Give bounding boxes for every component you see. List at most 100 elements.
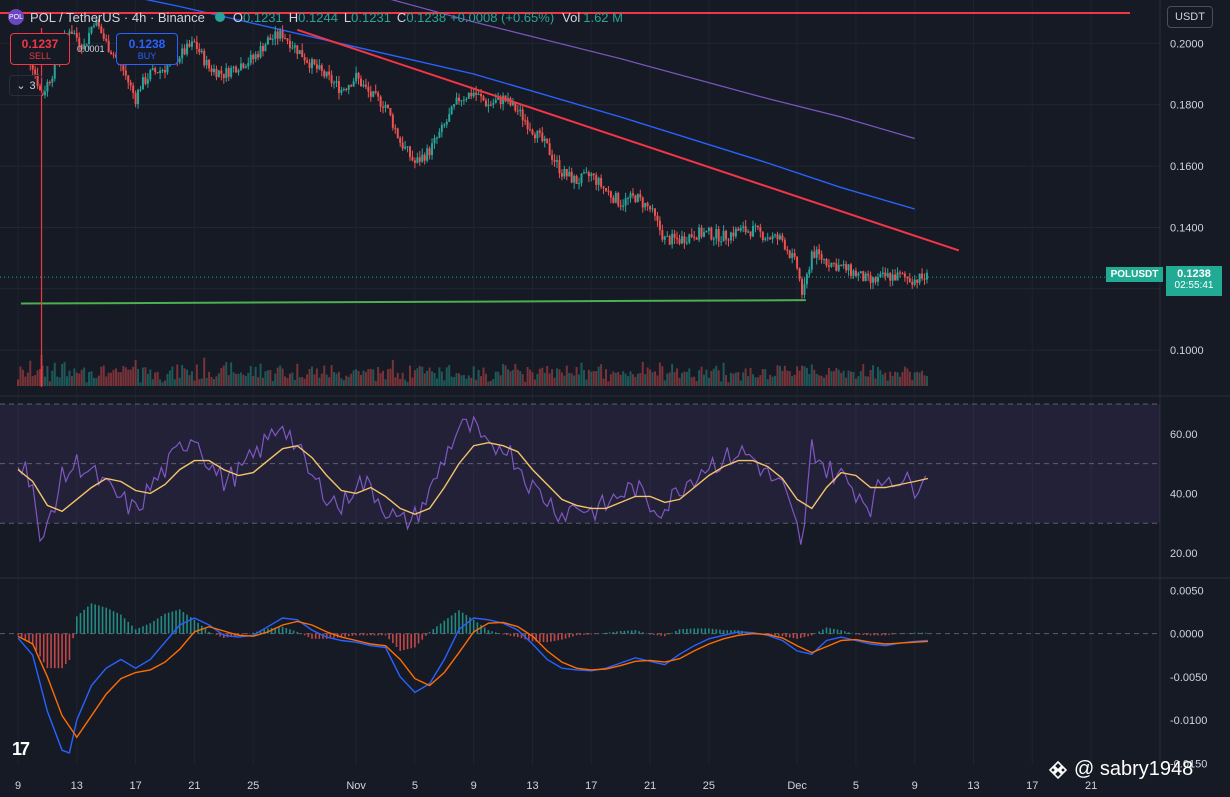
time-tick-label: 21 — [644, 780, 656, 792]
candle — [433, 138, 436, 144]
high-label: H — [288, 9, 299, 25]
candle — [448, 114, 451, 122]
volume-bar — [73, 368, 76, 386]
volume-bar — [504, 365, 507, 386]
volume-bar — [119, 372, 122, 386]
candle — [857, 273, 860, 276]
macd-histogram-bar — [178, 609, 181, 634]
volume-bar — [818, 375, 821, 386]
candle — [43, 91, 46, 96]
candle — [551, 154, 554, 160]
volume-bar — [602, 378, 605, 386]
volume-bar — [404, 379, 407, 386]
volume-bar — [619, 374, 622, 386]
rsi-pane[interactable] — [17, 415, 929, 545]
macd-histogram-bar — [476, 622, 479, 634]
tradingview-logo-icon[interactable]: 17 — [12, 739, 30, 759]
candle — [712, 238, 715, 240]
volume-bar — [854, 378, 857, 386]
volume-bar — [605, 369, 607, 386]
volume-bar — [703, 374, 705, 386]
candle — [215, 68, 218, 78]
volume-bar — [511, 369, 514, 386]
candle — [587, 172, 590, 177]
macd-histogram-bar — [645, 633, 648, 634]
candle — [644, 202, 647, 208]
time-tick-label: 9 — [471, 780, 477, 792]
candle — [585, 172, 588, 174]
volume-bar — [845, 377, 848, 386]
candle — [105, 38, 108, 41]
volume-bar — [220, 368, 223, 386]
macd-histogram-bar — [594, 633, 596, 635]
volume-bar — [200, 378, 203, 386]
currency-selector[interactable]: USDT — [1167, 6, 1213, 28]
candle — [409, 146, 411, 157]
volume-bar — [676, 368, 679, 386]
macd-histogram-bar — [774, 633, 776, 636]
volume-bar — [53, 362, 56, 386]
drawings[interactable] — [0, 11, 1160, 387]
volume-bar — [168, 370, 171, 386]
volume-bar — [90, 371, 93, 386]
volume-bar — [190, 371, 193, 386]
volume-bar — [100, 366, 103, 386]
volume-bar — [634, 376, 637, 386]
macd-histogram-bar — [568, 633, 571, 638]
symbol-title[interactable]: POL / TetherUS · 4h · Binance — [30, 9, 205, 25]
volume-bar — [685, 371, 688, 386]
indicators-toggle[interactable]: ⌄ 3 — [9, 75, 43, 96]
volume-bar — [656, 375, 659, 386]
macd-histogram-bar — [160, 616, 163, 634]
macd-histogram-bar — [777, 633, 780, 636]
volume-bar — [105, 376, 108, 386]
sell-button[interactable]: 0.1237 SELL — [10, 33, 70, 65]
candle — [122, 65, 125, 71]
last-price-label: 0.1238 02:55:41 — [1166, 266, 1222, 296]
volume-bar — [717, 370, 720, 386]
candle — [217, 70, 220, 78]
volume-bar — [864, 376, 867, 386]
candle — [602, 186, 605, 189]
candle — [752, 226, 754, 237]
candle — [53, 62, 56, 79]
volume-bar — [472, 366, 475, 386]
candle — [154, 68, 157, 73]
watermark-author: @ sabry1948 — [1074, 758, 1194, 780]
macd-histogram-bar — [278, 627, 280, 634]
candle — [355, 72, 358, 82]
candle — [852, 270, 855, 276]
volume-bar — [242, 374, 245, 386]
macd-histogram-bar — [608, 632, 611, 634]
macd-histogram-bar — [730, 630, 732, 634]
macd-histogram-bar — [127, 621, 130, 634]
candle — [225, 68, 228, 79]
macd-histogram-bar — [686, 628, 688, 634]
candle — [266, 37, 269, 45]
volume-bar — [122, 366, 125, 386]
volume-bar — [600, 364, 603, 386]
candle — [421, 154, 424, 162]
buy-button[interactable]: 0.1238 BUY — [116, 33, 178, 65]
candle — [872, 277, 875, 283]
volume-bar — [193, 380, 196, 386]
volume-bar — [514, 363, 517, 386]
volume-bar — [573, 375, 576, 386]
candle — [230, 67, 233, 77]
volume-bar — [438, 367, 441, 386]
candle — [318, 65, 321, 69]
macd-histogram-bar — [866, 633, 868, 636]
candle — [352, 81, 355, 87]
volume-bar — [805, 367, 808, 386]
candle — [725, 230, 728, 240]
macd-histogram-bar — [917, 632, 920, 634]
grid-lines — [0, 0, 1230, 765]
volume-bar — [923, 375, 926, 386]
candle — [769, 237, 772, 240]
volume-bar — [896, 372, 899, 386]
volume-bar — [857, 376, 860, 386]
macd-histogram-bar — [263, 629, 266, 634]
volume-bar — [284, 376, 287, 386]
macd-pane[interactable] — [17, 603, 928, 754]
